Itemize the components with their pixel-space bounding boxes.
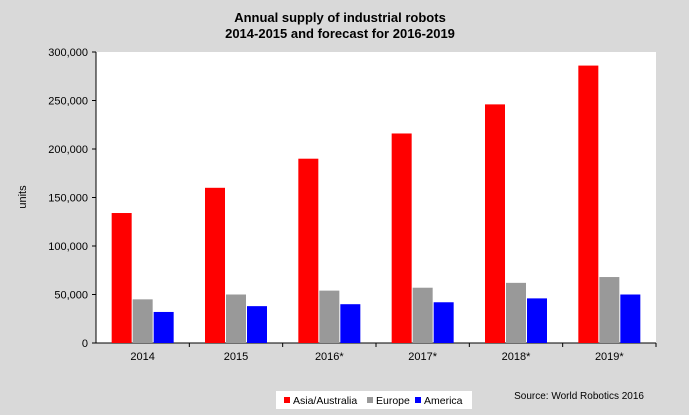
x-tick-label: 2015 <box>224 351 248 363</box>
legend-box <box>276 391 472 409</box>
bar-asia-australia-2018 <box>485 104 505 343</box>
plot-area <box>96 52 656 343</box>
bar-europe-2015 <box>226 294 246 343</box>
bar-europe-2016 <box>319 290 340 343</box>
bar-europe-2017 <box>412 287 433 343</box>
bar-america-2019 <box>620 294 641 343</box>
x-tick-label: 2019* <box>595 351 624 363</box>
bar-europe-2018 <box>506 282 526 343</box>
bar-asia-australia-2015 <box>205 187 225 343</box>
bar-america-2016 <box>340 304 361 343</box>
bar-asia-australia-2017 <box>391 133 412 343</box>
legend-label-asia-australia: Asia/Australia <box>293 395 357 407</box>
bar-asia-australia-2016 <box>298 158 319 343</box>
legend-swatch-america <box>415 397 421 403</box>
bars-group <box>111 65 641 343</box>
bar-europe-2019 <box>599 277 620 343</box>
x-axis-labels: 2014 2015 2016* 2017* 2018* 2019* <box>130 343 657 363</box>
bar-america-2015 <box>247 306 267 343</box>
y-tick-label: 300,000 <box>48 47 88 59</box>
y-axis-label: units <box>17 185 29 209</box>
bar-europe-2014 <box>132 299 153 343</box>
legend-label-europe: Europe <box>376 395 410 407</box>
source-note: Source: World Robotics 2016 <box>514 391 644 402</box>
chart-title-line-2: 2014-2015 and forecast for 2016-2019 <box>225 26 455 41</box>
chart-title-line-1: Annual supply of industrial robots <box>234 10 446 25</box>
bar-asia-australia-2019 <box>578 65 599 343</box>
legend-swatch-europe <box>367 397 373 403</box>
y-tick-label: 50,000 <box>54 290 88 302</box>
bar-america-2017 <box>433 302 454 343</box>
x-tick-label: 2018* <box>502 351 531 363</box>
y-tick-label: 250,000 <box>48 96 88 108</box>
y-tick-label: 200,000 <box>48 144 88 156</box>
x-tick-label: 2016* <box>315 351 344 363</box>
y-tick-label: 150,000 <box>48 193 88 205</box>
bar-america-2014 <box>153 311 174 343</box>
x-tick-label: 2014 <box>130 351 154 363</box>
y-tick-label: 0 <box>82 338 88 350</box>
bar-asia-australia-2014 <box>111 213 132 343</box>
bar-america-2018 <box>527 298 547 343</box>
x-tick-label: 2017* <box>408 351 437 363</box>
legend: Asia/Australia Europe America <box>284 395 463 407</box>
y-axis-ticks: 0 50,000 100,000 150,000 200,000 250,000 300,0… <box>48 47 96 350</box>
legend-label-america: America <box>424 395 463 407</box>
legend-swatch-asia-australia <box>284 397 290 403</box>
y-tick-label: 100,000 <box>48 241 88 253</box>
